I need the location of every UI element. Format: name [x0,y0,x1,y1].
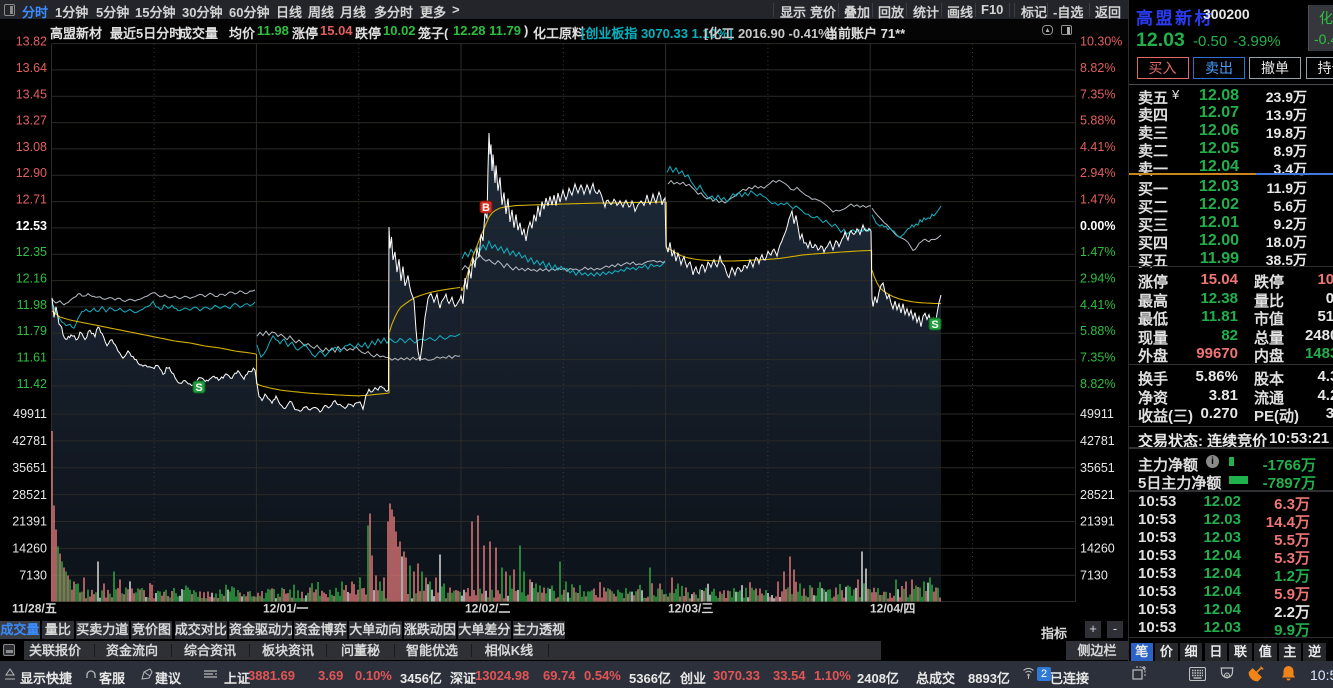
svg-text:13.45: 13.45 [16,87,47,101]
svg-text:7.35%: 7.35% [1080,351,1115,365]
svg-text:28521: 28521 [12,488,47,502]
svg-text:12.90: 12.90 [16,166,47,180]
svg-text:12/01/一: 12/01/一 [263,602,308,616]
svg-text:21391: 21391 [1080,515,1115,529]
svg-text:11.61: 11.61 [17,351,47,365]
svg-text:11.79: 11.79 [17,324,47,338]
svg-text:35651: 35651 [12,461,47,475]
svg-text:12.16: 12.16 [16,272,47,286]
svg-text:B: B [482,202,490,214]
svg-text:12.35: 12.35 [16,245,47,259]
svg-text:7.35%: 7.35% [1080,87,1115,101]
svg-text:1.47%: 1.47% [1080,245,1115,259]
svg-text:14260: 14260 [12,542,47,556]
svg-text:21391: 21391 [12,515,47,529]
svg-text:42781: 42781 [12,434,47,448]
svg-text:49911: 49911 [13,407,47,421]
svg-text:1.47%: 1.47% [1080,193,1115,207]
svg-text:13.27: 13.27 [16,114,47,128]
svg-text:8.82%: 8.82% [1080,61,1115,75]
svg-text:7130: 7130 [1080,569,1108,583]
svg-text:12/03/三: 12/03/三 [668,602,713,616]
svg-text:11.42: 11.42 [17,377,47,391]
svg-text:2.94%: 2.94% [1080,272,1115,286]
svg-text:2.94%: 2.94% [1080,166,1115,180]
svg-text:0.00%: 0.00% [1080,219,1115,233]
svg-text:13.64: 13.64 [16,61,47,75]
svg-text:7130: 7130 [19,569,47,583]
svg-text:S: S [931,319,938,331]
svg-text:4.41%: 4.41% [1080,140,1115,154]
svg-text:42781: 42781 [1080,434,1115,448]
svg-text:5.88%: 5.88% [1080,324,1115,338]
svg-text:5.88%: 5.88% [1080,114,1115,128]
svg-text:12.71: 12.71 [16,193,47,207]
svg-text:12/02/二: 12/02/二 [465,602,510,616]
svg-text:35651: 35651 [1080,461,1115,475]
svg-text:4.41%: 4.41% [1080,298,1115,312]
svg-text:13.08: 13.08 [16,140,47,154]
svg-text:14260: 14260 [1080,542,1115,556]
svg-text:12.53: 12.53 [16,219,47,233]
svg-text:49911: 49911 [1080,407,1114,421]
svg-text:11.98: 11.98 [17,298,47,312]
svg-text:10.30%: 10.30% [1080,35,1122,49]
svg-text:12/04/四: 12/04/四 [870,602,915,616]
svg-text:11/28/五: 11/28/五 [12,602,57,616]
svg-text:13.82: 13.82 [16,35,47,49]
svg-text:S: S [195,382,202,394]
svg-text:8.82%: 8.82% [1080,377,1115,391]
svg-text:28521: 28521 [1080,488,1115,502]
